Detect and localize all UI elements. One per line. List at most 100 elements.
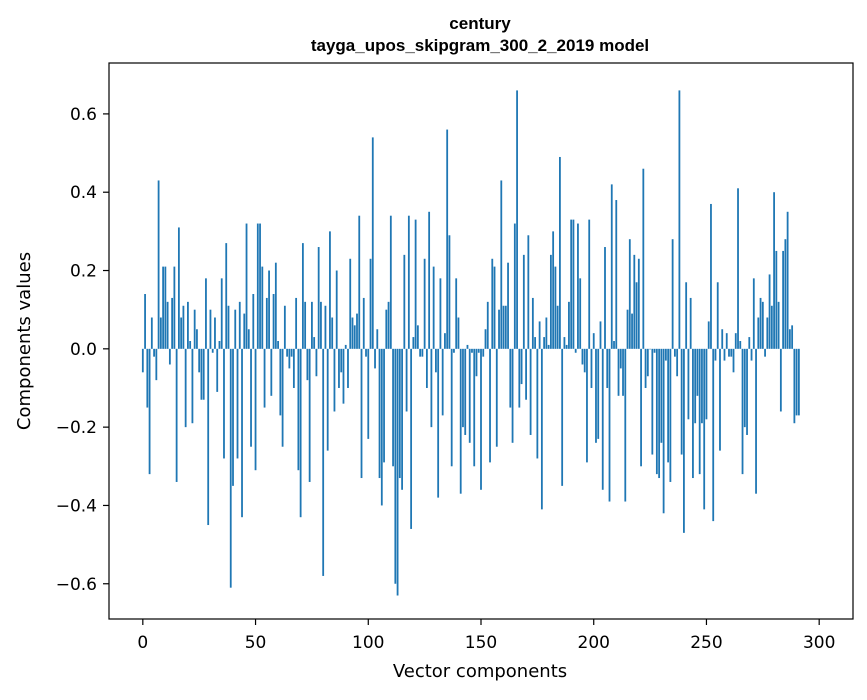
bar-component-91 xyxy=(347,348,349,388)
bar-component-145 xyxy=(468,348,471,443)
bar-component-61 xyxy=(279,348,282,416)
bar-component-105 xyxy=(378,348,381,479)
bar-component-147 xyxy=(473,348,476,467)
x-tick-label: 50 xyxy=(245,633,267,653)
bar-component-100 xyxy=(367,348,370,439)
bar-component-268 xyxy=(746,348,748,435)
bar-component-234 xyxy=(669,348,672,482)
bar-component-280 xyxy=(773,192,775,349)
bar-component-33 xyxy=(216,348,219,392)
bar-component-63 xyxy=(283,305,286,349)
bar-component-78 xyxy=(317,247,320,349)
bar-component-12 xyxy=(168,348,171,365)
bar-component-132 xyxy=(439,278,442,349)
bar-component-10 xyxy=(164,266,167,349)
bar-component-265 xyxy=(739,341,742,349)
bar-component-190 xyxy=(570,219,573,349)
bar-component-165 xyxy=(513,223,516,349)
bar-component-139 xyxy=(455,278,458,349)
bar-component-153 xyxy=(486,301,489,349)
bar-component-230 xyxy=(660,348,663,443)
bar-component-266 xyxy=(741,348,744,475)
bar-component-222 xyxy=(642,168,645,349)
bar-component-246 xyxy=(696,348,699,396)
bar-component-217 xyxy=(631,313,633,349)
y-tick-label: 0.2 xyxy=(70,262,97,282)
bar-component-228 xyxy=(655,348,658,475)
bar-component-173 xyxy=(531,297,534,349)
bar-component-205 xyxy=(604,247,606,349)
bar-component-186 xyxy=(561,348,564,486)
x-tick-label: 0 xyxy=(137,633,148,653)
bar-component-40 xyxy=(232,348,234,486)
bar-component-121 xyxy=(414,219,417,349)
bar-component-44 xyxy=(241,348,243,518)
bar-component-289 xyxy=(793,348,796,424)
bar-component-258 xyxy=(723,348,726,361)
bar-component-46 xyxy=(245,223,248,349)
bar-component-195 xyxy=(581,348,584,365)
bar-component-62 xyxy=(281,348,284,447)
bar-component-24 xyxy=(196,329,198,349)
bar-component-69 xyxy=(297,348,300,471)
bar-component-158 xyxy=(498,309,500,349)
bar-component-233 xyxy=(667,348,670,463)
bar-component-157 xyxy=(495,348,498,447)
bar-component-194 xyxy=(579,278,582,349)
bar-component-14 xyxy=(173,266,176,349)
bar-component-143 xyxy=(464,348,467,435)
bar-component-211 xyxy=(617,348,620,396)
bar-component-34 xyxy=(218,341,221,349)
bar-component-79 xyxy=(320,301,322,349)
bar-component-110 xyxy=(389,215,392,349)
bar-component-180 xyxy=(547,344,550,349)
bar-component-252 xyxy=(710,203,712,349)
bar-component-47 xyxy=(247,329,250,349)
bar-component-108 xyxy=(385,309,388,349)
bar-component-277 xyxy=(766,317,769,349)
bar-component-253 xyxy=(712,348,715,522)
bar-component-107 xyxy=(383,348,385,463)
bar-component-27 xyxy=(202,348,205,400)
x-axis-label: Vector components xyxy=(393,661,567,682)
bar-component-259 xyxy=(725,333,728,349)
bar-component-225 xyxy=(649,348,651,350)
y-tick-label: −0.4 xyxy=(56,496,97,516)
bar-component-239 xyxy=(680,348,683,455)
bar-component-236 xyxy=(673,348,676,357)
y-tick-label: −0.6 xyxy=(56,575,97,595)
bar-component-73 xyxy=(306,348,309,381)
bar-component-95 xyxy=(356,313,358,349)
bar-component-41 xyxy=(234,309,237,349)
bar-component-196 xyxy=(583,348,586,373)
bar-component-262 xyxy=(732,348,735,373)
bar-component-209 xyxy=(613,341,615,349)
bar-component-109 xyxy=(387,301,390,349)
bar-component-291 xyxy=(797,348,800,416)
bar-component-286 xyxy=(786,211,789,349)
bar-component-162 xyxy=(507,262,509,349)
bar-component-104 xyxy=(376,329,379,349)
x-tick-label: 150 xyxy=(465,633,497,653)
x-tick-label: 200 xyxy=(578,633,610,653)
bar-component-188 xyxy=(565,344,568,349)
bar-component-184 xyxy=(556,305,559,349)
bar-component-189 xyxy=(568,301,570,349)
bar-component-197 xyxy=(586,348,588,463)
bar-component-283 xyxy=(779,348,782,412)
bar-component-185 xyxy=(559,156,561,349)
bar-component-254 xyxy=(714,348,717,361)
bar-component-87 xyxy=(338,348,340,388)
bar-component-74 xyxy=(308,348,311,482)
bar-component-151 xyxy=(482,348,485,357)
bar-component-202 xyxy=(597,348,600,439)
bar-component-172 xyxy=(529,348,532,435)
bar-component-287 xyxy=(788,329,791,349)
bar-component-166 xyxy=(516,90,518,349)
y-axis-label: Components values xyxy=(14,252,35,430)
bar-component-238 xyxy=(678,90,681,349)
bar-component-215 xyxy=(626,309,629,349)
bar-component-282 xyxy=(777,301,780,349)
bar-component-37 xyxy=(225,243,228,349)
bar-component-242 xyxy=(687,348,690,420)
